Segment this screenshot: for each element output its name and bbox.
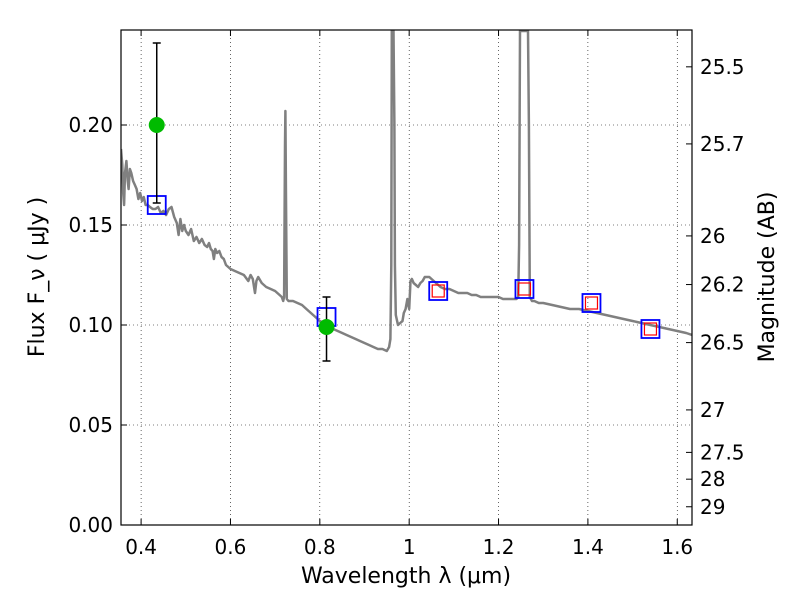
x-tick-label: 1.2: [483, 535, 515, 559]
y2-tick-label: 29: [700, 495, 725, 519]
grid: [121, 30, 692, 526]
synthetic-photometry-point: [643, 322, 658, 336]
x-tick-label: 0.4: [125, 535, 157, 559]
y2-tick-label: 27.5: [700, 440, 745, 464]
ticks: 0.4 0.6 0.8 1 1.2 1.4 1.6 0.00 0.05 0.10 0.15 0.20 2…: [68, 30, 745, 559]
plot-frame: [120, 29, 693, 526]
observed-flux-point: [318, 319, 335, 335]
y-axis-label: Flux F_ν ( μJy ): [25, 197, 50, 357]
synthetic-photometry-point: [584, 296, 599, 310]
x-tick-label: 1.4: [572, 535, 604, 559]
plot-area: [121, 30, 692, 525]
x-tick-label: 1.6: [661, 535, 693, 559]
observed-flux-point: [148, 117, 165, 133]
x-tick-label: 1: [403, 535, 416, 559]
y2-tick-label: 25.5: [700, 55, 745, 79]
synthetic-photometry-point: [431, 284, 445, 298]
y2-tick-label: 26.5: [700, 331, 745, 355]
model-photometry-point: [428, 281, 449, 301]
y2-tick-label: 26: [700, 224, 725, 248]
y2-axis-label: Magnitude (AB): [755, 192, 780, 363]
y2-tick-label: 27: [700, 398, 725, 422]
marker-layer: [146, 42, 661, 362]
y-tick-label: 0.15: [68, 213, 113, 237]
x-axis-label: Wavelength λ (μm): [301, 564, 511, 589]
y2-tick-label: 25.7: [700, 132, 745, 156]
x-tick-label: 0.8: [304, 535, 336, 559]
x-tick-label: 0.6: [215, 535, 247, 559]
y2-tick-label: 28: [700, 467, 725, 491]
y-tick-label: 0.10: [68, 313, 113, 337]
model-photometry-point: [581, 293, 602, 313]
y-tick-label: 0.00: [68, 513, 113, 537]
y2-tick-label: 26.2: [700, 273, 745, 297]
y-tick-label: 0.05: [68, 413, 113, 437]
y-tick-label: 0.20: [68, 113, 113, 137]
synthetic-photometry-point: [517, 282, 532, 296]
model-photometry-point: [640, 319, 661, 339]
model-photometry-point: [514, 279, 535, 299]
